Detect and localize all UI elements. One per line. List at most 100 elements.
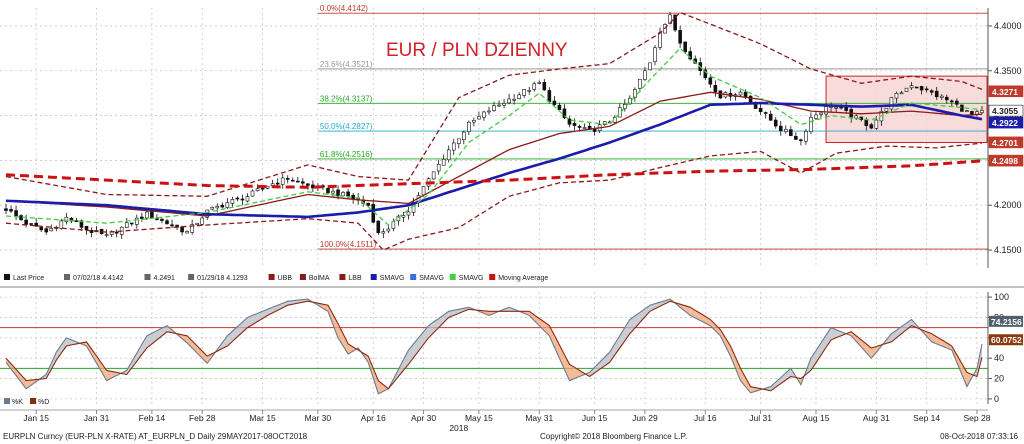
osc-fill — [604, 352, 610, 366]
fib-level-label: 61.8%(4.2516) — [320, 150, 373, 159]
osc-fill — [222, 335, 228, 349]
candle-body — [773, 119, 778, 127]
osc-fill — [559, 344, 565, 370]
candle-body — [290, 179, 295, 182]
candle-body — [572, 122, 577, 126]
candle-body — [869, 124, 874, 129]
osc-fill — [91, 349, 97, 364]
legend-item-label: Moving Average — [498, 275, 548, 282]
legend-swatch — [449, 274, 456, 280]
candle-body — [537, 82, 542, 84]
osc-fill — [710, 319, 716, 331]
candle-body — [482, 111, 486, 118]
candle-body — [789, 129, 793, 137]
candle-body — [462, 131, 466, 141]
candle-body — [170, 224, 174, 227]
candle-body — [34, 222, 38, 227]
candle-body — [240, 198, 245, 201]
candle-body — [939, 95, 944, 98]
legend-item-label: 4.2491 — [154, 275, 176, 282]
candle-body — [582, 127, 587, 129]
price-value-tag — [988, 136, 1024, 149]
oscillator-panel-bg — [0, 292, 988, 404]
candle-body — [49, 228, 54, 232]
candle-body — [678, 30, 682, 44]
osc-fill — [16, 369, 22, 383]
osc-fill — [614, 335, 620, 356]
candle-body — [255, 188, 260, 192]
osc-fill — [936, 336, 942, 346]
candle-body — [557, 104, 562, 110]
candle-body — [638, 78, 642, 89]
osc-fill — [569, 364, 575, 381]
candle-body — [955, 100, 959, 105]
candle-body — [14, 210, 18, 216]
footer-ticker: EURPLN Curncy (EUR-PLN X-RATE) AT_EURPLN… — [3, 432, 308, 441]
osc-fill — [901, 323, 907, 334]
candle-body — [331, 190, 335, 194]
x-axis-label: Jan 31 — [84, 413, 110, 423]
candle-body — [884, 107, 889, 112]
osc-fill — [680, 304, 686, 312]
legend-item-label: LBB — [348, 275, 362, 282]
legend-item-label: SMAVG — [380, 275, 405, 282]
fib-level-label: 0.0%(4.4142) — [320, 4, 368, 13]
osc-axis-label: 100 — [994, 292, 1009, 302]
candle-body — [472, 120, 476, 123]
x-axis-label: Jun 29 — [632, 413, 658, 423]
candle-body — [763, 112, 768, 114]
candle-body — [29, 223, 33, 225]
price-value-tag — [988, 154, 1024, 167]
candle-body — [210, 207, 215, 210]
price-panel-bg — [0, 8, 988, 268]
legend-swatch — [4, 274, 10, 280]
candle-body — [658, 32, 662, 48]
candle-body — [124, 222, 129, 228]
candle-body — [804, 131, 808, 142]
candle-body — [960, 104, 964, 112]
candle-body — [950, 100, 954, 103]
candle-body — [889, 97, 894, 110]
candle-body — [215, 205, 220, 209]
series-line-bolma — [5, 91, 983, 217]
footer-timestamp: 08-Oct-2018 07:33:16 — [940, 432, 1018, 441]
osc-fill — [136, 344, 142, 362]
osc-fill — [554, 335, 560, 359]
candle-body — [929, 90, 934, 93]
fib-level-label: 100.0%(4.1511) — [320, 240, 377, 249]
osc-value-tag — [989, 334, 1023, 346]
candle-body — [854, 115, 859, 119]
osc-fill — [534, 314, 540, 326]
candle-body — [577, 125, 582, 128]
candle-body — [4, 208, 8, 211]
osc-legend-label: %K — [12, 399, 23, 406]
candle-body — [924, 88, 929, 91]
candle-body — [824, 106, 828, 115]
candle-body — [532, 83, 537, 90]
candle-body — [919, 86, 924, 91]
candle-body — [809, 116, 813, 133]
osc-fill — [182, 334, 188, 343]
osc-fill — [156, 328, 162, 340]
fib-level-label: 50.0%(4.2827) — [320, 122, 373, 131]
candle-body — [899, 92, 904, 95]
price-value-tag-label: 4.2701 — [992, 138, 1018, 148]
osc-fill — [589, 367, 595, 377]
candle-body — [451, 142, 456, 151]
candle-body — [381, 231, 386, 234]
osc-line-k — [5, 298, 983, 395]
candle-body — [975, 111, 979, 115]
x-axis-label: Jul 16 — [694, 413, 717, 423]
osc-legend-label: %D — [38, 399, 49, 406]
candle-body — [326, 188, 330, 194]
osc-fill — [398, 359, 404, 377]
candle-body — [79, 220, 84, 228]
candle-body — [285, 178, 290, 180]
chart-title: EUR / PLN DZIENNY — [386, 40, 568, 61]
candle-body — [502, 103, 506, 106]
candle-body — [512, 98, 516, 101]
candle-body — [547, 90, 552, 103]
x-axis-label: Aug 31 — [863, 413, 890, 423]
osc-fill — [202, 351, 208, 364]
